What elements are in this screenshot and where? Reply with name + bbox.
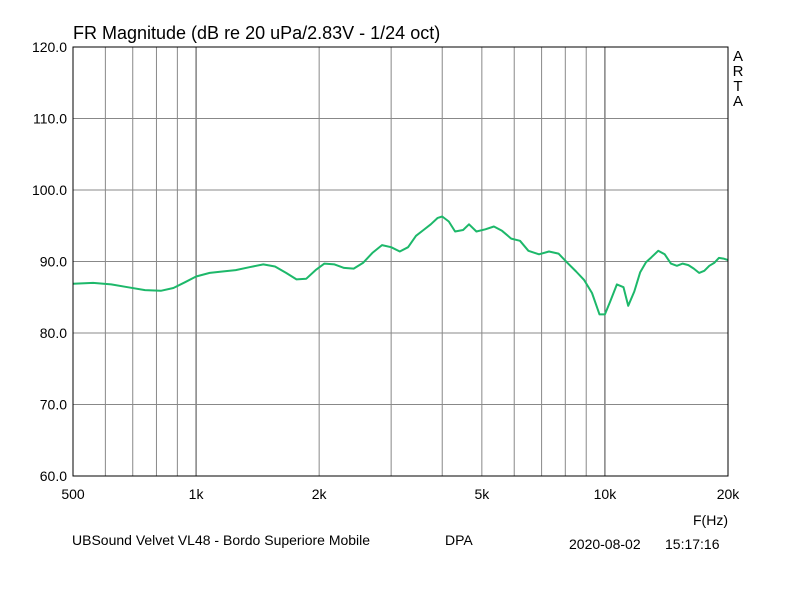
measurement-label: DPA: [445, 532, 473, 548]
measurement-date: 2020-08-02: [569, 536, 641, 552]
y-tick-label: 100.0: [32, 182, 67, 198]
x-tick-label: 500: [61, 486, 85, 502]
watermark-letter: A: [733, 93, 743, 110]
chart-title: FR Magnitude (dB re 20 uPa/2.83V - 1/24 …: [73, 23, 440, 43]
curve-layer: [72, 215, 729, 316]
x-tick-labels: 500 1k 2k 5k 10k 20k: [61, 486, 740, 502]
measurement-description: UBSound Velvet VL48 - Bordo Superiore Mo…: [72, 532, 370, 548]
x-tick-label: 5k: [474, 486, 490, 502]
y-tick-labels: 60.0 70.0 80.0 90.0 100.0 110.0 120.0: [32, 39, 67, 484]
y-tick-label: 60.0: [40, 468, 67, 484]
watermark-letter: A: [733, 48, 743, 65]
x-tick-label: 2k: [312, 486, 328, 502]
watermark-letter: R: [733, 63, 744, 80]
y-tick-label: 80.0: [40, 325, 67, 341]
y-tick-label: 120.0: [32, 39, 67, 55]
plot-frame: [72, 46, 729, 477]
x-tick-label: 1k: [189, 486, 205, 502]
x-tick-label: 20k: [717, 486, 741, 502]
measurement-time: 15:17:16: [665, 536, 720, 552]
watermark-letter: T: [733, 78, 742, 95]
y-tick-label: 110.0: [33, 111, 67, 127]
grid: [73, 47, 728, 476]
x-tick-label: 10k: [594, 486, 618, 502]
frequency-response-curve: [72, 215, 729, 316]
x-axis-label: F(Hz): [693, 512, 728, 528]
y-tick-label: 90.0: [40, 254, 67, 270]
y-tick-label: 70.0: [40, 397, 67, 413]
